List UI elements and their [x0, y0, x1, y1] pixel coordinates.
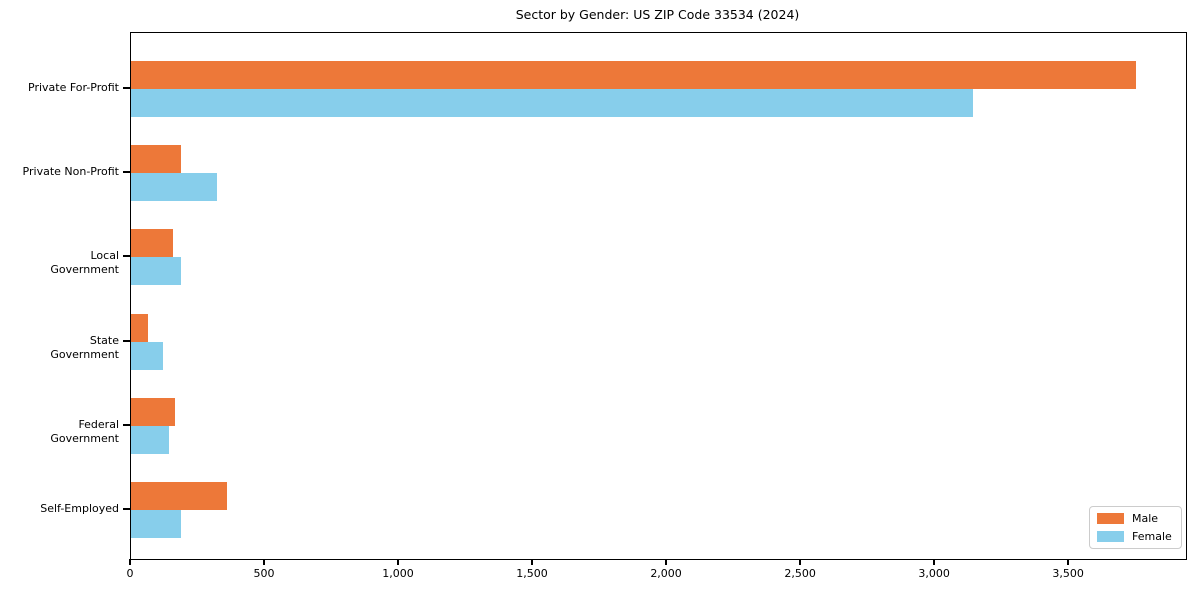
x-tick-label: 3,500: [1052, 567, 1084, 580]
bar-male-3: [131, 229, 173, 258]
x-tick-mark: [129, 559, 131, 565]
bar-female-4: [131, 341, 164, 370]
y-tick-mark: [123, 339, 130, 342]
legend-label: Female: [1132, 530, 1172, 543]
legend-swatch-male: [1097, 513, 1124, 524]
bar-female-1: [131, 89, 973, 117]
y-tick-label: Private For-Profit: [28, 81, 119, 94]
x-tick-mark: [263, 559, 266, 565]
legend-swatch-female: [1097, 531, 1124, 542]
y-tick-mark: [123, 508, 130, 510]
chart-title: Sector by Gender: US ZIP Code 33534 (202…: [515, 7, 800, 22]
legend-entry-female: Female: [1097, 530, 1172, 543]
bar-male-2: [131, 145, 181, 174]
bar-male-1: [131, 61, 1137, 89]
legend-entry-male: Male: [1097, 512, 1172, 525]
x-tick-mark: [933, 559, 936, 565]
plot-area: [130, 32, 1187, 560]
y-tick-label: Federal Government: [50, 417, 119, 445]
bar-female-6: [131, 510, 181, 538]
bar-male-5: [131, 397, 176, 426]
x-tick-label: 1,500: [516, 567, 548, 580]
x-tick-label: 3,000: [918, 567, 950, 580]
y-tick-mark: [123, 423, 130, 426]
y-tick-mark: [123, 87, 130, 89]
x-tick-mark: [799, 559, 802, 565]
y-tick-label: Private Non-Profit: [22, 165, 119, 179]
x-tick-label: 500: [253, 567, 275, 580]
x-tick-mark: [397, 559, 400, 565]
y-tick-label: State Government: [50, 333, 119, 361]
x-tick-label: 0: [126, 567, 134, 580]
y-tick-mark: [123, 171, 130, 174]
legend: Male Female: [1089, 506, 1182, 549]
x-tick-mark: [665, 559, 668, 565]
x-tick-label: 2,000: [650, 567, 682, 580]
y-tick-label: Local Government: [50, 249, 119, 277]
bar-male-6: [131, 482, 228, 510]
bar-male-4: [131, 313, 149, 342]
x-tick-mark: [531, 559, 534, 565]
bar-female-5: [131, 425, 169, 454]
bar-female-3: [131, 257, 181, 286]
y-tick-mark: [123, 255, 130, 258]
x-tick-label: 2,500: [784, 567, 816, 580]
legend-label: Male: [1132, 512, 1159, 525]
x-tick-mark: [1067, 559, 1070, 565]
x-tick-label: 1,000: [382, 567, 414, 580]
y-tick-label: Self-Employed: [40, 502, 119, 515]
bar-female-2: [131, 173, 217, 202]
